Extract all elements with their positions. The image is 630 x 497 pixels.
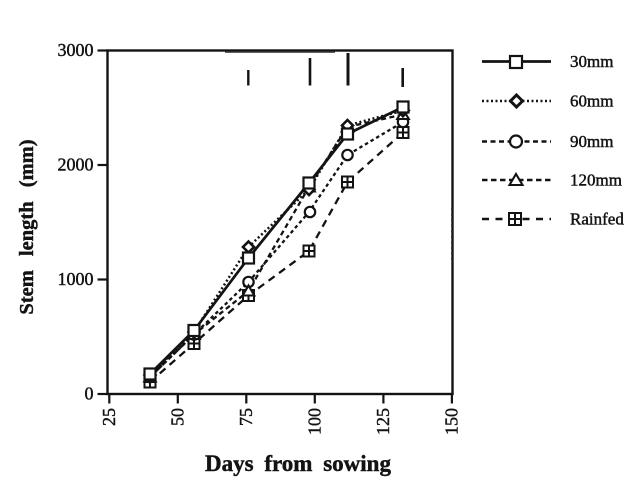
svg-text:Stem length (mm): Stem length (mm)	[16, 139, 38, 314]
svg-text:100: 100	[304, 408, 324, 435]
svg-text:3000: 3000	[58, 40, 94, 60]
svg-text:90mm: 90mm	[570, 132, 613, 151]
svg-text:2000: 2000	[58, 155, 94, 175]
svg-text:1000: 1000	[58, 269, 94, 289]
svg-text:75: 75	[236, 408, 256, 426]
svg-text:50: 50	[167, 408, 187, 426]
svg-text:Rainfed: Rainfed	[570, 210, 624, 229]
svg-text:60mm: 60mm	[570, 92, 613, 111]
svg-text:120mm: 120mm	[570, 171, 622, 190]
svg-text:30mm: 30mm	[570, 52, 613, 71]
svg-text:150: 150	[441, 408, 461, 435]
svg-text:125: 125	[373, 408, 393, 435]
svg-text:25: 25	[99, 408, 119, 426]
svg-text:Days from sowing: Days from sowing	[205, 451, 391, 476]
svg-text:0: 0	[85, 384, 94, 404]
